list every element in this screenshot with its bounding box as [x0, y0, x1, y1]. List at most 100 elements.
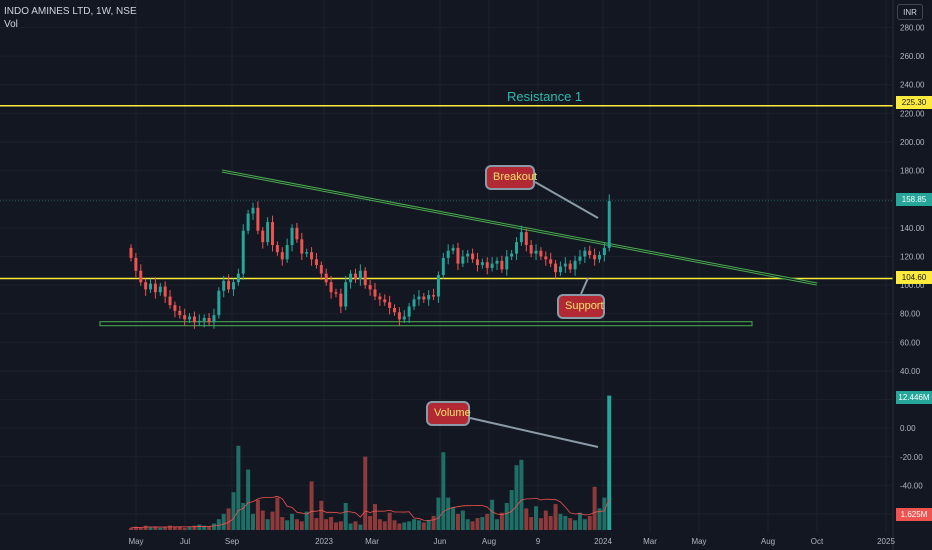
volume-bar — [202, 525, 207, 530]
candle-body — [144, 282, 148, 290]
candle-body — [588, 250, 592, 256]
x-tick-label: Mar — [365, 537, 379, 546]
x-tick-label: Aug — [761, 537, 775, 546]
candle-body — [280, 252, 284, 260]
volume-bar — [519, 459, 524, 530]
volume-bar — [143, 525, 148, 530]
candle-body — [261, 230, 265, 243]
x-tick-label: 2024 — [594, 537, 612, 546]
candle — [593, 248, 597, 266]
volume-bar — [216, 519, 221, 530]
candle-body — [168, 296, 172, 306]
volume-bars — [129, 395, 612, 530]
y-tick-label: 120.00 — [900, 252, 925, 261]
candle — [524, 228, 528, 252]
candle — [500, 255, 504, 273]
x-tick-label: 9 — [536, 537, 541, 546]
y-tick-label: 200.00 — [900, 138, 925, 147]
resistance-label: Resistance 1 — [507, 89, 583, 104]
volume-bar — [548, 515, 553, 530]
candle-body — [305, 252, 309, 254]
volume-indicator-label[interactable]: Vol — [4, 19, 18, 30]
candle-body — [597, 255, 601, 260]
candle — [271, 215, 275, 252]
candle — [192, 311, 196, 329]
candle-body — [583, 250, 587, 257]
candle-body — [339, 293, 343, 307]
volume-bar — [377, 519, 382, 530]
candle-body — [397, 312, 401, 320]
volume-bar — [431, 515, 436, 530]
candle — [231, 278, 235, 296]
volume-bar — [470, 521, 475, 530]
candle-body — [558, 266, 562, 273]
volume-bar — [290, 513, 295, 530]
volume-bar — [460, 510, 465, 530]
volume-average-tag: 1.625M — [896, 508, 932, 521]
candle-body — [183, 315, 187, 320]
candle-body — [192, 316, 196, 323]
volume-bar — [270, 511, 275, 530]
volume-bar — [538, 518, 543, 530]
symbol-title[interactable]: INDO AMINES LTD, 1W, NSE — [4, 6, 137, 17]
volume-bar — [299, 521, 304, 530]
candle — [422, 292, 426, 303]
volume-bar — [163, 526, 168, 530]
candle-body — [329, 282, 333, 293]
volume-bar — [402, 522, 407, 530]
volume-bar — [304, 511, 309, 530]
candle-body — [534, 250, 538, 254]
candle — [358, 264, 362, 286]
volume-bar — [534, 506, 539, 530]
candle — [549, 252, 553, 268]
y-tick-label: 100.00 — [900, 281, 925, 290]
candle-body — [275, 245, 279, 253]
candle-body — [310, 252, 314, 260]
candle-body — [500, 260, 504, 270]
volume-bar — [495, 519, 499, 530]
y-tick-label: 80.00 — [900, 310, 921, 319]
volume-bar — [524, 508, 529, 530]
candle — [305, 248, 309, 258]
candle — [475, 252, 479, 272]
candle-body — [222, 280, 226, 291]
volume-bar — [446, 497, 451, 530]
candle-body — [344, 282, 348, 307]
candle — [554, 260, 558, 279]
candle — [466, 250, 470, 263]
volume-bar — [465, 519, 470, 530]
candle — [202, 314, 206, 328]
volume-bar — [421, 522, 426, 530]
candle — [319, 261, 323, 281]
y-tick-label: -40.00 — [900, 481, 923, 490]
volume-bar — [226, 508, 231, 530]
candle-body — [402, 316, 406, 320]
x-tick-label: 2023 — [315, 537, 333, 546]
candle-body — [153, 283, 157, 293]
candle — [456, 242, 460, 271]
candle — [144, 278, 148, 296]
volume-bar — [172, 526, 177, 530]
y-tick-label: 260.00 — [900, 52, 925, 61]
candle-body — [485, 262, 489, 268]
volume-bar — [363, 456, 368, 530]
candle-body — [129, 247, 133, 258]
candle — [344, 275, 348, 311]
candle-body — [383, 299, 387, 303]
candle — [275, 241, 279, 256]
candle — [261, 227, 265, 249]
candle-body — [519, 232, 523, 243]
candle — [163, 281, 167, 303]
candle — [436, 271, 440, 303]
candle-body — [441, 257, 445, 276]
candle-body — [490, 263, 494, 268]
volume-bar — [514, 465, 519, 530]
candle-body — [266, 222, 270, 243]
currency-button[interactable]: INR — [897, 4, 923, 20]
y-tick-label: 140.00 — [900, 224, 925, 233]
candle-body — [207, 317, 211, 323]
volume-bar — [133, 526, 138, 530]
volume-bar — [153, 526, 158, 530]
x-tick-label: Jun — [434, 537, 447, 546]
